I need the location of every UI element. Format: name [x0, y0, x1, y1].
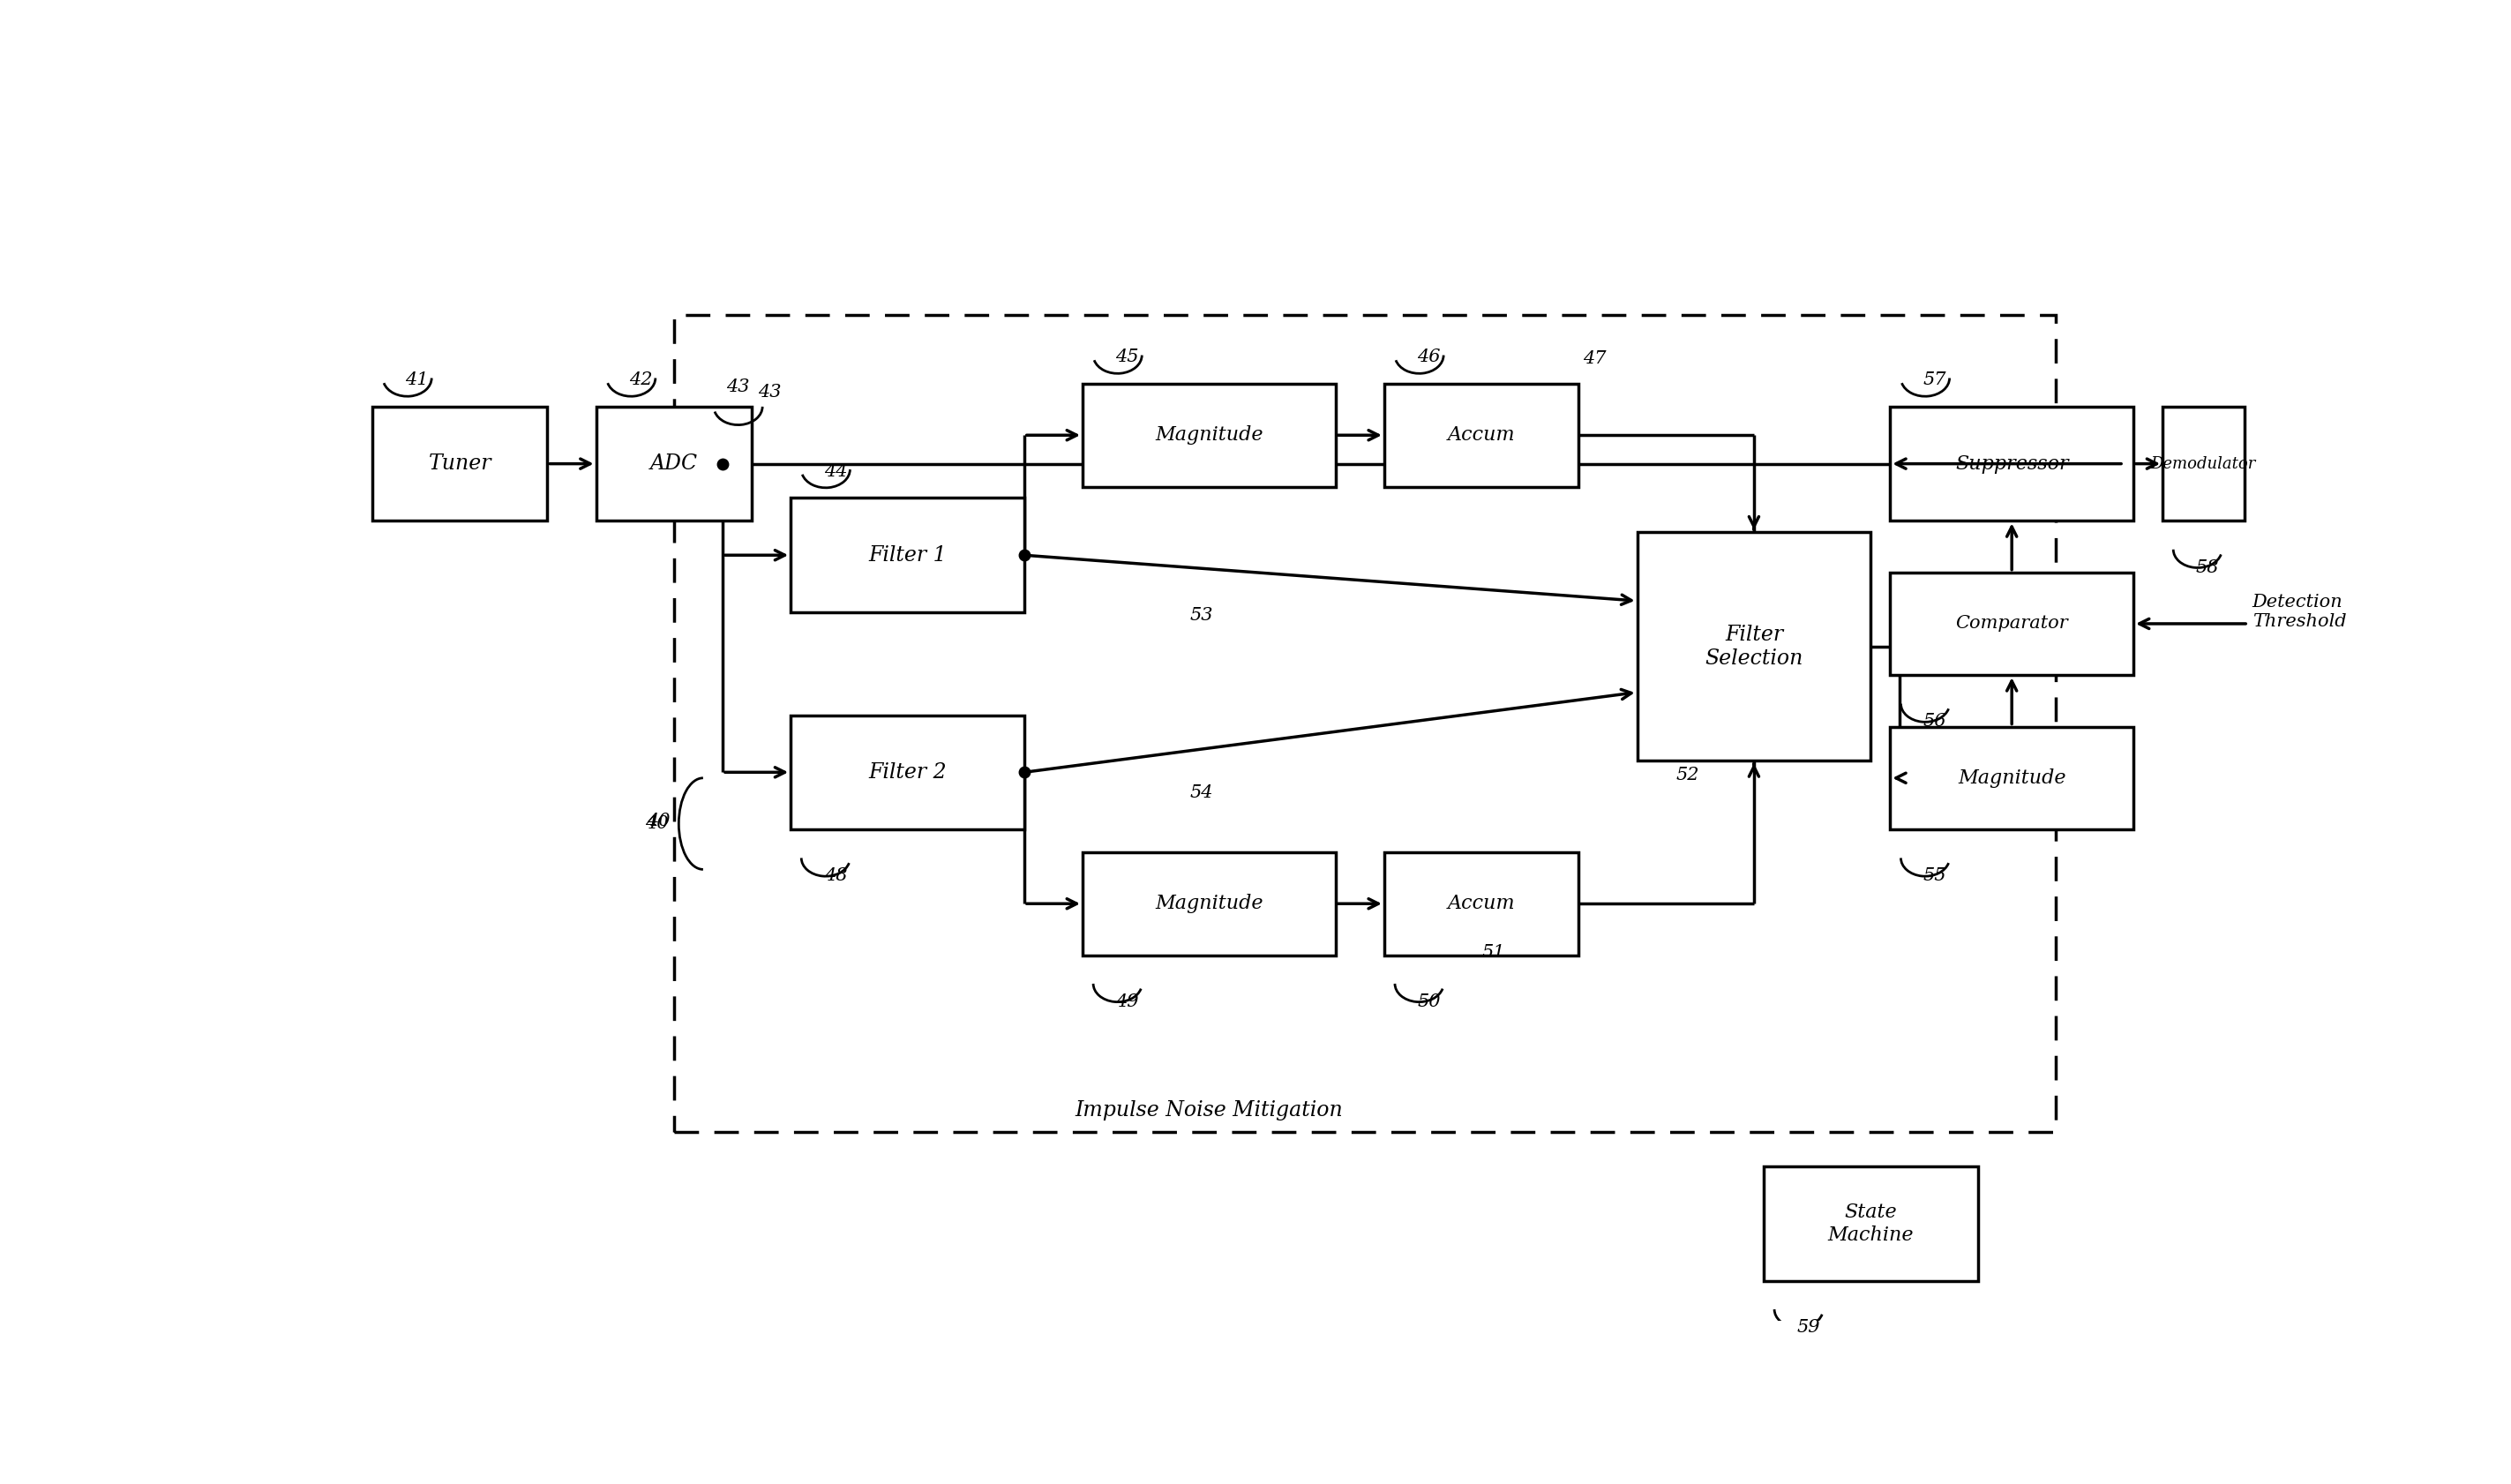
Bar	[595, 407, 751, 521]
Text: 44: 44	[824, 463, 846, 479]
Text: Filter 1: Filter 1	[869, 545, 947, 565]
Bar	[673, 315, 2057, 1132]
Text: State
Machine: State Machine	[1828, 1202, 1913, 1245]
Text: 56: 56	[1923, 714, 1946, 730]
Text: Demodulator: Demodulator	[2152, 456, 2255, 472]
Text: 41: 41	[404, 371, 429, 389]
Bar	[1082, 384, 1336, 487]
Text: 58: 58	[2195, 559, 2220, 576]
Bar	[1384, 852, 1579, 956]
Bar	[1763, 1166, 1979, 1281]
Text: Detection
Threshold: Detection Threshold	[2252, 594, 2345, 631]
Bar	[2162, 407, 2245, 521]
Text: Suppressor: Suppressor	[1956, 454, 2069, 473]
Bar	[791, 499, 1024, 613]
Bar	[1384, 384, 1579, 487]
Text: Accum: Accum	[1449, 893, 1514, 913]
Text: 48: 48	[824, 868, 846, 884]
Text: Tuner: Tuner	[429, 454, 492, 473]
Text: Magnitude: Magnitude	[1155, 426, 1263, 445]
Text: 42: 42	[630, 371, 653, 389]
Bar	[1891, 573, 2134, 675]
Text: 43: 43	[726, 378, 751, 395]
Text: 57: 57	[1923, 371, 1946, 389]
Bar	[1891, 727, 2134, 830]
Text: 45: 45	[1115, 349, 1140, 365]
Text: Filter 2: Filter 2	[869, 763, 947, 782]
Text: Magnitude: Magnitude	[1155, 893, 1263, 913]
Bar	[372, 407, 547, 521]
Bar	[791, 715, 1024, 830]
Text: Filter
Selection: Filter Selection	[1705, 625, 1803, 668]
Text: 47: 47	[1582, 350, 1607, 367]
Text: ADC: ADC	[650, 454, 698, 473]
Text: Magnitude: Magnitude	[1959, 769, 2067, 788]
Text: 52: 52	[1677, 767, 1700, 784]
Text: 40: 40	[648, 813, 670, 830]
Text: 50: 50	[1416, 993, 1441, 1011]
Bar	[1082, 852, 1336, 956]
Text: 49: 49	[1115, 993, 1140, 1011]
Text: 43: 43	[758, 384, 781, 401]
Text: Impulse Noise Mitigation: Impulse Noise Mitigation	[1075, 1101, 1343, 1120]
Text: 53: 53	[1190, 607, 1213, 623]
Bar	[1891, 407, 2134, 521]
Text: 51: 51	[1481, 944, 1504, 960]
Text: 55: 55	[1923, 868, 1946, 884]
Text: Comparator: Comparator	[1956, 616, 2069, 632]
Bar	[1637, 533, 1871, 761]
Text: Accum: Accum	[1449, 426, 1514, 445]
Text: 59: 59	[1798, 1319, 1820, 1336]
Text: 54: 54	[1190, 784, 1213, 801]
Text: 46: 46	[1416, 349, 1441, 365]
Text: 40: 40	[645, 815, 668, 833]
